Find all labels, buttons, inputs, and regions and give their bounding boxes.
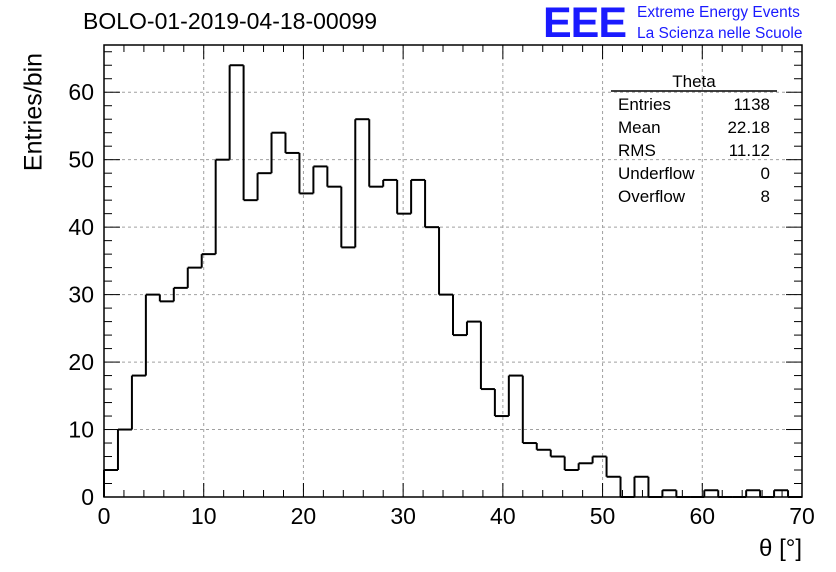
stats-value: 1138 [733, 95, 770, 114]
plot-frame [103, 44, 803, 498]
stats-value: 11.12 [729, 141, 770, 160]
eee-logo: EEE [543, 0, 627, 47]
stats-label: Underflow [618, 164, 695, 183]
stats-label: Mean [618, 118, 661, 137]
stats-label: RMS [618, 141, 656, 160]
x-tick-label: 10 [191, 503, 217, 529]
y-tick-label: 30 [68, 282, 94, 308]
x-tick-label: 20 [291, 503, 317, 529]
x-tick-label: 0 [98, 503, 111, 529]
logo-line-2: La Scienza nelle Scuole [637, 25, 803, 42]
stats-value: 22.18 [727, 118, 770, 137]
x-tick-label: 50 [590, 503, 616, 529]
chart-title: BOLO-01-2019-04-18-00099 [83, 8, 378, 34]
stats-value: 0 [761, 164, 770, 183]
y-tick-label: 40 [68, 214, 94, 240]
stats-label: Overflow [618, 187, 686, 206]
y-tick-label: 10 [68, 417, 94, 443]
y-tick-label: 0 [81, 484, 94, 510]
stats-value: 8 [761, 187, 770, 206]
y-tick-label: 60 [68, 79, 94, 105]
stats-label: Entries [618, 95, 671, 114]
x-axis-label: θ [°] [759, 535, 802, 562]
y-axis-label: Entries/bin [19, 52, 48, 172]
y-tick-label: 20 [68, 349, 94, 375]
x-tick-label: 70 [789, 503, 815, 529]
x-tick-label: 60 [689, 503, 715, 529]
y-tick-label: 50 [68, 147, 94, 173]
logo-line-1: Extreme Energy Events [637, 4, 800, 21]
x-tick-label: 40 [490, 503, 516, 529]
stats-box-title: Theta [672, 72, 716, 91]
x-tick-label: 30 [390, 503, 416, 529]
